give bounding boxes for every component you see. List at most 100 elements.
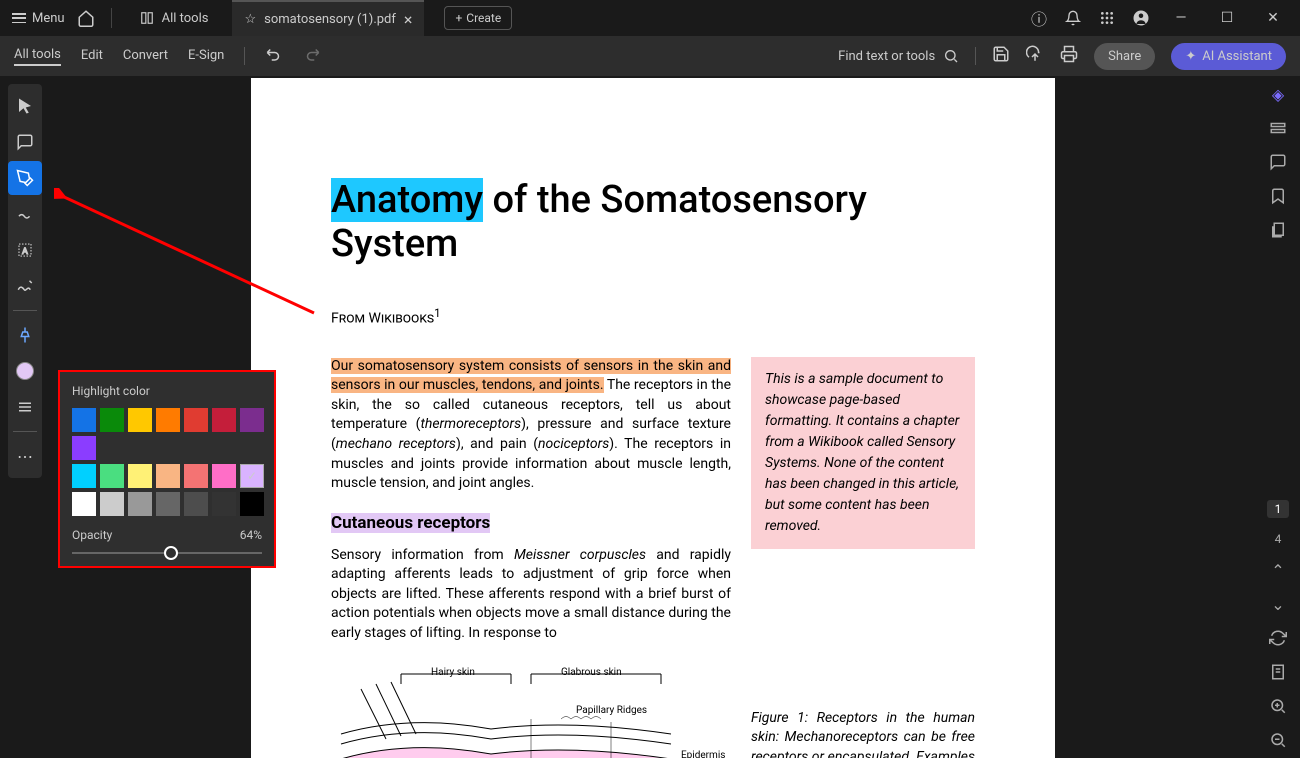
cloud-icon[interactable] — [1026, 45, 1044, 67]
tool-convert[interactable]: Convert — [123, 48, 168, 65]
total-pages: 4 — [1275, 532, 1282, 546]
highlight-tool[interactable] — [8, 161, 42, 195]
menu-button[interactable]: Menu — [12, 11, 65, 26]
pin-tool[interactable] — [8, 318, 42, 352]
tab-title: somatosensory (1).pdf — [264, 12, 396, 27]
color-swatch[interactable] — [240, 492, 264, 516]
color-swatch[interactable] — [156, 492, 180, 516]
color-swatch[interactable] — [212, 464, 236, 488]
figure-caption: Figure 1: Receptors in the human skin: M… — [751, 709, 975, 758]
rotate-icon[interactable] — [1268, 628, 1288, 648]
apps-icon[interactable] — [1098, 9, 1116, 27]
color-swatch[interactable] — [184, 492, 208, 516]
color-swatch[interactable] — [128, 408, 152, 432]
opacity-slider[interactable] — [72, 552, 262, 554]
color-swatch[interactable] — [212, 408, 236, 432]
color-swatch[interactable] — [100, 492, 124, 516]
color-swatch[interactable] — [128, 464, 152, 488]
menu-label: Menu — [32, 11, 65, 26]
slider-thumb[interactable] — [164, 546, 178, 560]
help-icon[interactable]: ⓘ — [1030, 9, 1048, 27]
text-tool[interactable]: A — [8, 233, 42, 267]
all-tools-tab[interactable]: All tools — [128, 0, 221, 36]
color-swatch[interactable] — [72, 408, 96, 432]
create-button[interactable]: + Create — [444, 6, 512, 30]
color-swatch[interactable] — [100, 464, 124, 488]
maximize-button[interactable]: ☐ — [1212, 10, 1242, 26]
main-toolbar: All tools Edit Convert E-Sign Find text … — [0, 36, 1300, 76]
opacity-value: 64% — [240, 528, 262, 542]
save-icon[interactable] — [992, 45, 1010, 67]
page-up-icon[interactable]: ⌃ — [1268, 560, 1288, 580]
color-swatch[interactable] — [184, 408, 208, 432]
color-swatch[interactable] — [156, 408, 180, 432]
bookmark-icon[interactable] — [1268, 186, 1288, 206]
tool-esign[interactable]: E-Sign — [188, 48, 224, 65]
opacity-label: Opacity — [72, 528, 112, 542]
color-swatch[interactable] — [156, 464, 180, 488]
sign-tool[interactable] — [8, 269, 42, 303]
page-display-icon[interactable] — [1268, 662, 1288, 682]
color-swatch[interactable] — [212, 492, 236, 516]
close-button[interactable]: ✕ — [1258, 10, 1288, 26]
svg-text:A: A — [22, 247, 28, 257]
ai-label: AI Assistant — [1202, 49, 1272, 64]
more-tool[interactable]: ⋯ — [8, 439, 42, 473]
share-button[interactable]: Share — [1094, 43, 1155, 70]
color-grid — [72, 408, 262, 460]
draw-tool[interactable] — [8, 197, 42, 231]
panels-icon[interactable] — [1268, 118, 1288, 138]
home-icon[interactable] — [77, 9, 95, 27]
color-swatch[interactable] — [240, 408, 264, 432]
hamburger-icon — [12, 13, 26, 23]
highlight-color-panel: Highlight color ✓ Opacity 64% — [58, 370, 276, 568]
ai-assistant-button[interactable]: ✦ AI Assistant — [1171, 43, 1286, 70]
pink-callout-box: This is a sample document to showcase pa… — [751, 357, 975, 549]
color-indicator[interactable] — [8, 354, 42, 388]
zoom-out-icon[interactable] — [1268, 730, 1288, 750]
search-tools[interactable]: Find text or tools — [838, 48, 959, 64]
color-swatch[interactable] — [184, 464, 208, 488]
zoom-in-icon[interactable] — [1268, 696, 1288, 716]
subtitle: From Wikibooks1 — [331, 306, 975, 327]
skin-diagram: Hairy skin Glabrous skin Papillary Ridge… — [331, 664, 731, 758]
star-icon: ☆ — [244, 12, 256, 27]
color-swatch[interactable] — [72, 436, 96, 460]
account-icon[interactable] — [1132, 9, 1150, 27]
right-toolbar: ◈ 1 4 ⌃ ⌄ — [1256, 76, 1300, 758]
body-right-column: This is a sample document to showcase pa… — [751, 357, 975, 758]
color-swatch[interactable] — [100, 408, 124, 432]
color-grid: ✓ — [72, 464, 262, 488]
panel-title: Highlight color — [72, 384, 262, 398]
bell-icon[interactable] — [1064, 9, 1082, 27]
search-icon — [943, 48, 959, 64]
body-left-column: Our somatosensory system consists of sen… — [331, 357, 731, 758]
chat-icon[interactable] — [1268, 152, 1288, 172]
selection-tool[interactable] — [8, 89, 42, 123]
left-toolbar: A ⋯ — [0, 76, 50, 758]
current-page-badge[interactable]: 1 — [1267, 500, 1290, 518]
print-icon[interactable] — [1060, 45, 1078, 67]
tab-close-icon[interactable]: × — [404, 10, 413, 29]
tool-edit[interactable]: Edit — [81, 48, 103, 65]
search-label: Find text or tools — [838, 49, 935, 64]
ai-panel-icon[interactable]: ◈ — [1268, 84, 1288, 104]
undo-icon[interactable] — [265, 45, 283, 67]
comment-tool[interactable] — [8, 125, 42, 159]
color-swatch[interactable]: ✓ — [240, 464, 264, 488]
tool-all-tools[interactable]: All tools — [14, 47, 61, 66]
color-swatch[interactable] — [72, 492, 96, 516]
color-swatch[interactable] — [128, 492, 152, 516]
ai-sparkle-icon: ✦ — [1185, 49, 1196, 64]
titlebar: Menu All tools ☆ somatosensory (1).pdf ×… — [0, 0, 1300, 36]
list-tool[interactable] — [8, 390, 42, 424]
document-tab[interactable]: ☆ somatosensory (1).pdf × — [232, 0, 424, 36]
pages-icon[interactable] — [1268, 220, 1288, 240]
color-swatch[interactable] — [72, 464, 96, 488]
all-tools-label: All tools — [162, 11, 209, 26]
section-heading: Cutaneous receptors — [331, 512, 731, 536]
page-down-icon[interactable]: ⌄ — [1268, 594, 1288, 614]
tools-icon — [140, 11, 154, 25]
redo-icon[interactable] — [303, 45, 321, 67]
minimize-button[interactable]: — — [1166, 10, 1196, 26]
